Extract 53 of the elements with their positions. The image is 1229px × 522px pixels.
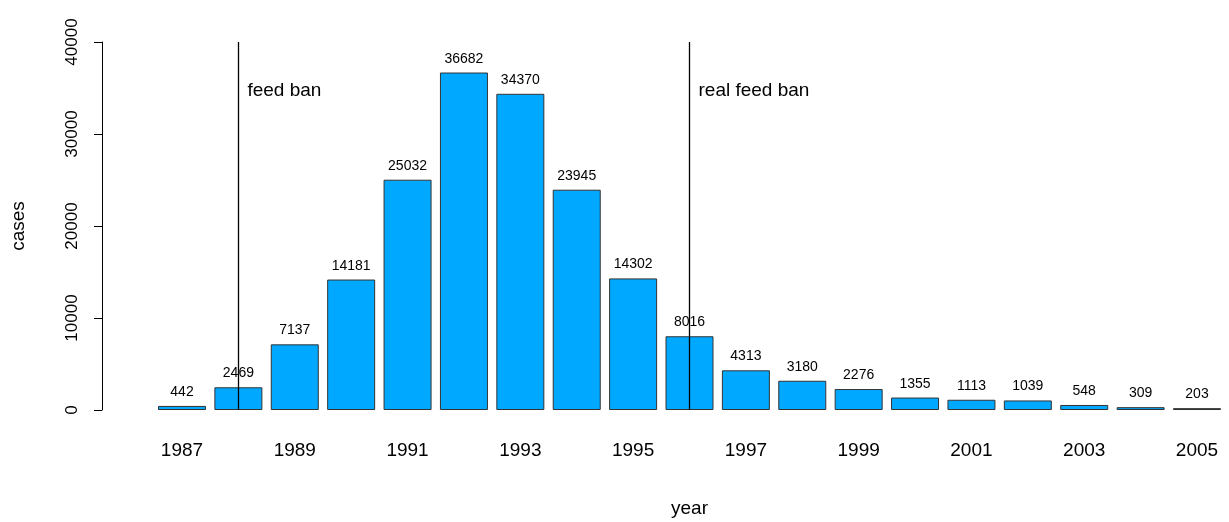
data-label: 1039 — [1012, 377, 1044, 394]
data-label: 14181 — [331, 256, 371, 273]
y-tick-label: 0 — [62, 405, 81, 415]
y-tick-label: 10000 — [62, 294, 81, 342]
data-label: 309 — [1128, 384, 1153, 401]
bar — [552, 189, 601, 410]
x-tick-label: 1999 — [837, 439, 880, 460]
x-tick-label: 1989 — [273, 439, 316, 460]
x-tick-label: 1987 — [160, 439, 204, 460]
x-tick-label: 1991 — [386, 439, 429, 460]
data-label: 7137 — [279, 321, 311, 338]
x-tick-label: 2003 — [1063, 439, 1106, 460]
x-tick-label: 2005 — [1175, 439, 1219, 460]
bar — [158, 405, 206, 410]
data-label: 2276 — [843, 366, 875, 383]
bar — [665, 336, 714, 410]
y-axis-title: cases — [7, 201, 28, 251]
data-label: 1113 — [956, 376, 987, 393]
y-tick-label: 30000 — [62, 110, 81, 158]
bar — [834, 389, 883, 410]
bar — [1060, 404, 1109, 410]
bar — [1003, 400, 1052, 410]
data-label: 548 — [1072, 381, 1097, 398]
y-tick-label: 20000 — [62, 202, 81, 250]
ref-line-label: real feed ban — [698, 78, 810, 100]
bar — [778, 380, 827, 410]
y-tick-label: 40000 — [62, 18, 81, 66]
x-tick-label: 2001 — [950, 439, 993, 460]
x-tick-label: 1997 — [724, 439, 768, 460]
bar — [947, 399, 996, 410]
bar — [327, 279, 376, 410]
x-tick-label: 1995 — [611, 439, 655, 460]
data-label: 36682 — [444, 49, 484, 66]
data-label: 442 — [170, 382, 194, 399]
bar — [496, 93, 545, 410]
bar — [609, 278, 658, 410]
data-label: 14302 — [613, 255, 653, 272]
bar — [214, 387, 263, 410]
x-axis-title: year — [671, 497, 709, 518]
bar — [891, 397, 940, 410]
bar — [721, 370, 770, 410]
data-label: 23945 — [557, 166, 597, 183]
data-label: 4313 — [730, 347, 762, 364]
data-label: 3180 — [786, 357, 819, 374]
bar — [439, 72, 488, 410]
bar — [270, 344, 319, 410]
data-label: 1355 — [899, 374, 931, 391]
data-label: 34370 — [500, 70, 541, 87]
bar — [383, 179, 432, 410]
data-label: 25032 — [388, 156, 428, 173]
ref-line-label: feed ban — [247, 78, 322, 100]
data-label: 203 — [1185, 385, 1209, 402]
x-tick-label: 1993 — [499, 439, 542, 460]
